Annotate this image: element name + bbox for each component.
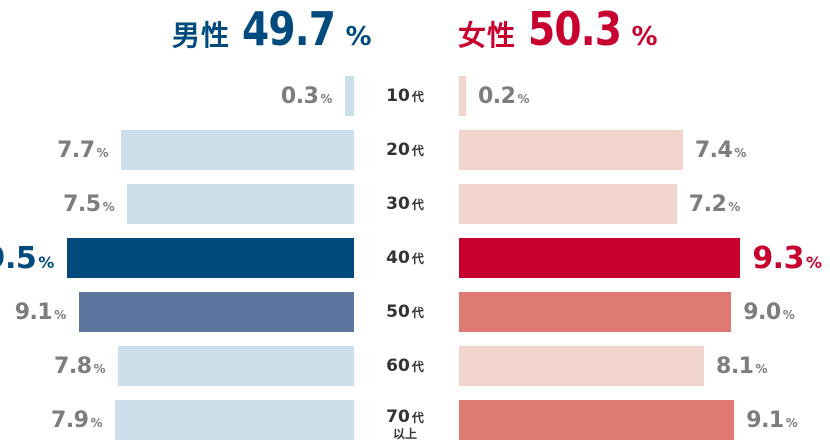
female-value-label: 9.0%	[743, 300, 795, 325]
male-value-percent: %	[102, 199, 115, 214]
female-value: 7.4	[694, 137, 733, 163]
female-total: 50.3	[528, 2, 622, 56]
age-category-label: 70 代以上	[360, 408, 450, 441]
male-label: 男性	[172, 19, 231, 52]
male-value-label: 7.8%	[54, 354, 106, 379]
male-value-percent: %	[38, 252, 55, 272]
age-category-number: 50	[386, 301, 410, 322]
male-bar	[127, 184, 354, 224]
female-value-label: 0.2%	[478, 84, 530, 109]
female-value-label: 9.1%	[746, 408, 798, 433]
female-header: 女性 50.3 %	[458, 2, 658, 56]
female-value: 0.2	[478, 83, 516, 109]
female-value: 8.1	[716, 353, 754, 379]
female-value-percent: %	[734, 145, 747, 160]
male-value-label: 7.5%	[63, 192, 115, 217]
age-category-label: 50 代	[360, 303, 450, 322]
male-value: 7.7	[57, 137, 95, 163]
male-header: 男性 49.7 %	[172, 2, 372, 56]
male-bar	[121, 130, 354, 170]
female-value-label: 7.2%	[689, 192, 741, 217]
age-category-label: 20 代	[360, 141, 450, 160]
male-bar	[118, 346, 354, 386]
male-total-percent: %	[345, 22, 372, 52]
age-category-label: 60 代	[360, 357, 450, 376]
male-value-label: 7.7%	[57, 138, 109, 163]
age-category-number: 70	[386, 406, 410, 427]
female-value-percent: %	[755, 361, 768, 376]
female-value: 7.2	[688, 191, 727, 217]
age-category-label: 10 代	[360, 87, 450, 106]
female-value-percent: %	[805, 252, 822, 272]
male-bar	[115, 400, 354, 440]
age-category-suffix: 代	[411, 305, 424, 320]
age-category-suffix: 代	[411, 410, 424, 425]
male-value: 7.9	[51, 407, 89, 433]
male-value: 7.5	[63, 191, 101, 217]
female-value-percent: %	[782, 307, 795, 322]
male-value-percent: %	[54, 307, 67, 322]
male-value-percent: %	[90, 415, 103, 430]
female-value: 9.3	[752, 240, 804, 276]
male-bar	[78, 292, 354, 332]
female-value: 9.0	[743, 299, 781, 325]
age-category-suffix: 代	[411, 251, 424, 266]
age-category-number: 40	[386, 247, 410, 268]
age-category-suffix: 代	[411, 143, 424, 158]
age-category-label: 40 代	[360, 249, 450, 268]
age-category-number: 60	[386, 355, 410, 376]
female-value-percent: %	[785, 415, 798, 430]
female-total-percent: %	[631, 22, 658, 52]
male-value-percent: %	[320, 91, 333, 106]
age-category-number: 30	[386, 193, 410, 214]
male-value: 7.8	[54, 353, 92, 379]
male-total: 49.7	[242, 2, 336, 56]
age-category-suffix: 代	[411, 197, 424, 212]
male-bar	[66, 238, 354, 278]
male-value-label: 9.5%	[0, 241, 54, 276]
female-bar	[459, 292, 732, 332]
female-value-label: 7.4%	[695, 138, 747, 163]
age-category-number: 20	[386, 139, 410, 160]
age-category-sub: 以上	[392, 426, 417, 441]
male-value: 0.3	[280, 83, 319, 109]
female-value-label: 8.1%	[716, 354, 768, 379]
female-value-percent: %	[517, 91, 530, 106]
male-value-label: 9.1%	[15, 300, 67, 325]
female-bar	[459, 238, 741, 278]
female-bar	[459, 76, 466, 116]
female-bar	[459, 130, 683, 170]
male-value-label: 0.3%	[281, 84, 333, 109]
female-bar	[459, 346, 705, 386]
male-value-percent: %	[96, 145, 109, 160]
age-category-label: 30 代	[360, 195, 450, 214]
female-value: 9.1	[746, 407, 784, 433]
male-bar	[344, 76, 354, 116]
male-value-label: 7.9%	[51, 408, 103, 433]
female-bar	[459, 400, 735, 440]
female-label: 女性	[458, 19, 517, 52]
female-value-label: 9.3%	[752, 241, 822, 276]
age-category-suffix: 代	[411, 359, 424, 374]
age-category-suffix: 代	[411, 89, 424, 104]
female-bar	[459, 184, 677, 224]
male-value: 9.5	[0, 240, 37, 276]
male-value-percent: %	[93, 361, 106, 376]
female-value-percent: %	[728, 199, 741, 214]
male-value: 9.1	[14, 299, 53, 325]
age-category-number: 10	[386, 85, 410, 106]
